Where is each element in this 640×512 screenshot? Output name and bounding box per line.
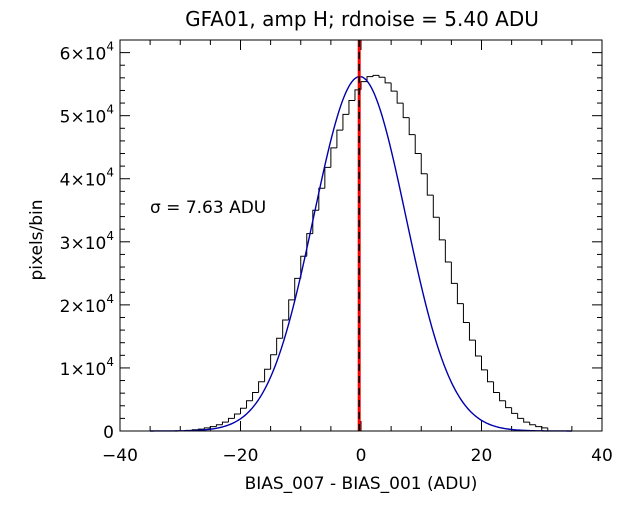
histogram-bin [203, 427, 211, 430]
histogram-bin [390, 82, 398, 92]
histogram-bin [529, 422, 536, 426]
tick-labels: −40 −20 0 20 40 0 1×104 2×104 3×104 4×104 5×104 6×1… [60, 40, 613, 466]
histogram-bin [270, 354, 277, 370]
histogram-bin [487, 369, 494, 383]
sigma-annotation: σ = 7.63 ADU [150, 198, 266, 218]
x-tick-label: −20 [223, 446, 259, 466]
histogram-bin [252, 392, 259, 401]
histogram-bin [384, 77, 392, 84]
histogram-bin [462, 303, 470, 324]
x-tick-label: 0 [356, 446, 367, 466]
histogram-bin [240, 407, 247, 414]
histogram-bin [523, 418, 530, 423]
y-tick-label: 4×104 [60, 166, 114, 191]
gaussian-fit [150, 75, 572, 432]
histogram-bin [330, 147, 337, 168]
histogram-bin [215, 424, 223, 427]
histogram-bin [233, 413, 241, 419]
histogram-bin [221, 421, 229, 425]
histogram-bin [396, 91, 404, 104]
histogram-bin [197, 428, 205, 430]
histogram-bin [276, 337, 283, 355]
histogram-bin [468, 322, 476, 341]
histogram-bin [432, 195, 440, 218]
y-tick-label: 2×104 [60, 292, 114, 317]
histogram-bin [517, 413, 524, 419]
histogram-bin [438, 217, 446, 241]
histogram-bin [378, 75, 386, 78]
histogram-bin [444, 239, 452, 263]
y-axis-label: pixels/bin [27, 199, 47, 280]
y-tick-label: 6×104 [60, 40, 114, 65]
histogram-bin [209, 426, 217, 428]
histogram-bin [318, 187, 325, 211]
histogram-bin [414, 134, 422, 155]
y-tick-label: 3×104 [60, 229, 114, 254]
histogram-bins [185, 74, 549, 431]
histogram-bin [282, 319, 289, 339]
plot-frame [119, 39, 603, 432]
x-axis-label: BIAS_007 - BIAS_001 (ADU) [245, 474, 478, 494]
histogram-bin [535, 424, 542, 428]
histogram-bin [481, 355, 488, 371]
histogram-bin [450, 261, 458, 284]
histogram-bin [474, 340, 482, 357]
y-tick-label: 5×104 [60, 103, 114, 128]
chart-title: GFA01, amp H; rdnoise = 5.40 ADU [185, 7, 539, 31]
histogram-bin [372, 74, 380, 77]
histogram-bin [511, 407, 518, 414]
histogram-bin [246, 400, 253, 409]
histogram-bin [264, 368, 271, 382]
histogram-bin [360, 81, 368, 90]
histogram-bin [402, 103, 410, 119]
histogram-bin [426, 173, 434, 196]
histogram-bin [420, 153, 428, 175]
y-tick-label: 1×104 [60, 355, 114, 380]
histogram-bin [408, 117, 416, 136]
gaussian-fit-curve [150, 75, 572, 432]
histogram-bin [288, 299, 295, 321]
histogram-bin [258, 381, 265, 393]
y-tick-label: 0 [103, 423, 114, 443]
histogram-bin [505, 400, 512, 409]
histogram-bin [493, 381, 500, 394]
histogram-bin [336, 129, 343, 148]
histogram-bin [348, 100, 355, 115]
histogram-bin [366, 76, 374, 82]
histogram-bin [312, 209, 319, 234]
histogram-bin [499, 392, 506, 402]
histogram-bin [294, 277, 301, 300]
histogram-bin [541, 426, 548, 429]
x-tick-label: 20 [471, 446, 493, 466]
histogram-bin [456, 283, 464, 305]
x-tick-label: −40 [102, 446, 138, 466]
histogram-bin [342, 113, 349, 131]
histogram-bin [227, 417, 235, 423]
histogram-bin [324, 166, 331, 189]
x-tick-label: 40 [591, 446, 613, 466]
